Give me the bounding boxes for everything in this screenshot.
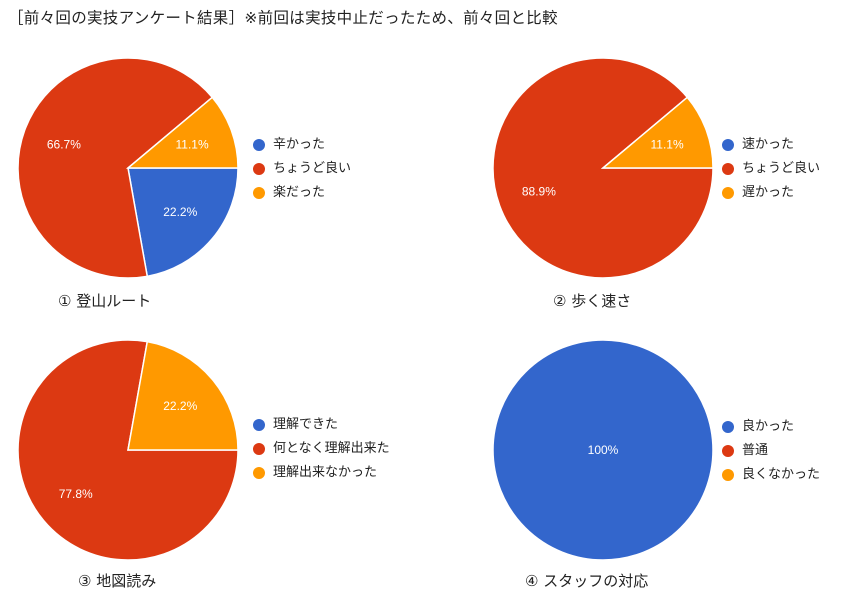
pie-chart-4: 100% 良かった 普通 良くなかった ④ スタッフの対応 — [430, 300, 860, 600]
legend-item: 何となく理解出来た — [253, 437, 390, 461]
legend-swatch — [722, 163, 734, 175]
legend-swatch — [722, 469, 734, 481]
slice-label: 88.9% — [522, 184, 556, 198]
legend-label: 理解出来なかった — [273, 465, 378, 480]
legend-swatch — [722, 445, 734, 457]
pie-chart-1-title: ① 登山ルート — [58, 292, 152, 310]
legend-label: ちょうど良い — [742, 161, 821, 176]
slice-label: 11.1% — [651, 138, 684, 152]
legend-swatch — [253, 419, 265, 431]
legend-label: 普通 — [742, 443, 769, 458]
slice-label: 66.7% — [47, 138, 81, 152]
legend-swatch — [722, 421, 734, 433]
pie-slice — [125, 96, 239, 169]
page-title: ［前々回の実技アンケート結果］※前回は実技中止だったため、前々回と比較 — [8, 9, 558, 27]
legend-item: 良くなかった — [722, 463, 820, 487]
slice-label: 22.2% — [163, 399, 197, 413]
legend-label: 辛かった — [273, 137, 326, 152]
legend-item: 速かった — [722, 133, 820, 157]
legend-item: 理解できた — [253, 413, 390, 437]
pie-chart-2: 88.9% 11.1% 速かった ちょうど良い 遅かった ② 歩く速さ — [430, 40, 860, 340]
legend-label: 良くなかった — [742, 467, 821, 482]
legend-item: 楽だった — [253, 181, 351, 205]
legend-item: 理解出来なかった — [253, 461, 390, 485]
pie-slice — [127, 167, 239, 278]
pie-chart-1-legend: 辛かった ちょうど良い 楽だった — [253, 133, 351, 205]
slice-label: 100% — [588, 443, 619, 457]
slice-label: 11.1% — [176, 138, 209, 152]
pie-chart-1-svg: 22.2% 66.7% 11.1% — [17, 57, 239, 279]
legend-swatch — [253, 163, 265, 175]
legend-label: ちょうど良い — [273, 161, 352, 176]
pie-chart-3-svg: 77.8% 22.2% — [17, 339, 239, 561]
legend-item: ちょうど良い — [722, 157, 820, 181]
legend-swatch — [253, 467, 265, 479]
legend-swatch — [722, 139, 734, 151]
slice-label: 77.8% — [59, 487, 93, 501]
legend-swatch — [722, 187, 734, 199]
legend-swatch — [253, 139, 265, 151]
pie-slice — [127, 340, 239, 451]
legend-swatch — [253, 443, 265, 455]
legend-label: 速かった — [742, 137, 795, 152]
legend-swatch — [253, 187, 265, 199]
pie-chart-1: 22.2% 66.7% 11.1% 辛かった ちょうど良い 楽だった ① 登山ルート — [0, 40, 430, 340]
pie-chart-4-legend: 良かった 普通 良くなかった — [722, 415, 820, 487]
pie-chart-3-legend: 理解できた 何となく理解出来た 理解出来なかった — [253, 413, 390, 485]
legend-item: 辛かった — [253, 133, 351, 157]
slice-label: 22.2% — [163, 205, 197, 219]
pie-slice — [492, 339, 714, 561]
pie-slice — [600, 96, 714, 169]
legend-label: 楽だった — [273, 185, 326, 200]
pie-chart-2-title: ② 歩く速さ — [553, 292, 632, 310]
pie-chart-3-title: ③ 地図読み — [78, 572, 157, 590]
pie-chart-4-title: ④ スタッフの対応 — [525, 572, 649, 590]
legend-item: 遅かった — [722, 181, 820, 205]
pie-chart-2-legend: 速かった ちょうど良い 遅かった — [722, 133, 820, 205]
legend-item: ちょうど良い — [253, 157, 351, 181]
legend-label: 遅かった — [742, 185, 795, 200]
legend-label: 良かった — [742, 419, 795, 434]
legend-item: 普通 — [722, 439, 820, 463]
legend-label: 何となく理解出来た — [273, 441, 390, 456]
pie-chart-3: 77.8% 22.2% 理解できた 何となく理解出来た 理解出来なかった ③ 地図… — [0, 300, 430, 600]
legend-label: 理解できた — [273, 417, 339, 432]
pie-slice — [17, 57, 214, 279]
pie-chart-2-svg: 88.9% 11.1% — [492, 57, 714, 279]
legend-item: 良かった — [722, 415, 820, 439]
pie-chart-4-svg: 100% — [492, 339, 714, 561]
